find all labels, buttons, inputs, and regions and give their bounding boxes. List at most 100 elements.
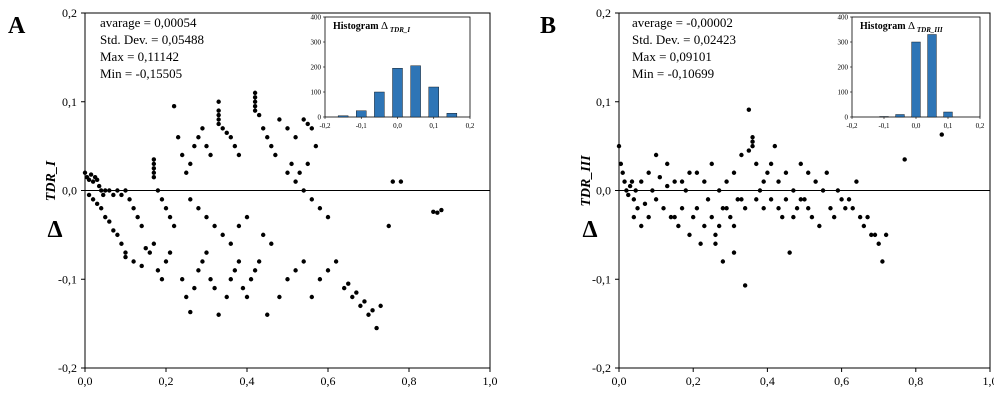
data-point <box>713 241 718 246</box>
data-point <box>90 179 96 184</box>
data-point <box>317 206 323 211</box>
data-point <box>111 192 116 198</box>
data-point <box>872 232 878 238</box>
data-point <box>861 223 867 229</box>
data-point <box>354 290 359 295</box>
y-tick-label: -0,1 <box>592 272 611 286</box>
data-point <box>236 152 242 158</box>
inset-bar <box>446 113 458 118</box>
data-point <box>713 232 718 238</box>
data-point <box>806 170 811 175</box>
data-point <box>252 90 258 96</box>
data-point <box>716 188 722 193</box>
data-point <box>631 197 637 202</box>
data-point <box>646 214 651 220</box>
data-point <box>119 192 124 198</box>
data-point <box>754 197 759 202</box>
data-point <box>728 214 733 220</box>
inset-y-tick-label: 0 <box>318 114 322 122</box>
data-point <box>661 206 666 211</box>
data-point <box>236 259 242 264</box>
data-point <box>772 143 778 149</box>
data-point <box>123 250 128 255</box>
data-point <box>103 214 108 220</box>
data-point <box>86 177 92 183</box>
data-point <box>650 188 655 193</box>
data-point <box>672 179 677 184</box>
data-point <box>88 172 94 177</box>
data-point <box>653 152 659 158</box>
y-axis-label: Δ TDR_III <box>579 155 598 243</box>
data-point <box>131 259 136 264</box>
data-point <box>639 223 644 229</box>
data-point <box>277 294 282 300</box>
data-point <box>96 183 102 189</box>
data-point <box>143 245 148 251</box>
inset-bar <box>879 116 889 118</box>
inset-bar <box>337 115 349 118</box>
data-point <box>716 223 722 229</box>
data-point <box>865 214 870 220</box>
data-point <box>709 161 714 167</box>
data-point <box>309 197 314 202</box>
data-point <box>679 179 685 184</box>
data-point <box>742 206 748 211</box>
inset-x-tick-label: 0,0 <box>393 122 402 130</box>
data-point <box>694 206 700 211</box>
panel-b: B-0,2-0,10,00,10,20,00,20,40,60,81,0ΔTDR… <box>540 6 994 388</box>
inset-bar <box>356 110 367 118</box>
data-point <box>739 197 744 202</box>
data-point <box>683 188 688 193</box>
data-point <box>184 294 189 300</box>
data-point <box>665 183 670 189</box>
x-tick-label: 0,8 <box>402 374 417 388</box>
data-point <box>155 188 161 193</box>
data-point <box>694 170 700 175</box>
y-tick-label: 0,0 <box>62 184 77 198</box>
data-point <box>313 143 319 149</box>
data-point <box>301 117 306 122</box>
data-point <box>216 117 221 122</box>
data-point <box>794 206 800 211</box>
data-point <box>657 174 663 180</box>
inset-y-tick-label: 100 <box>838 89 849 97</box>
y-tick-label: 0,2 <box>62 6 77 20</box>
data-point <box>111 228 116 233</box>
inset-y-tick-label: 300 <box>311 39 322 47</box>
data-point <box>398 179 404 184</box>
data-point <box>629 179 635 184</box>
data-point <box>252 103 258 109</box>
data-point <box>362 299 367 304</box>
data-point <box>705 197 711 202</box>
y-tick-label: -0,2 <box>592 361 611 375</box>
data-point <box>791 188 796 193</box>
data-point <box>101 192 106 198</box>
data-point <box>750 143 755 149</box>
data-point <box>224 294 229 300</box>
data-point <box>256 112 262 118</box>
data-point <box>220 126 225 131</box>
data-point <box>171 223 177 229</box>
data-point <box>216 112 221 118</box>
x-tick-label: 0,4 <box>240 374 255 388</box>
x-tick-label: 1,0 <box>483 374 498 388</box>
data-point <box>216 108 221 113</box>
data-point <box>761 206 766 211</box>
data-point <box>309 294 314 300</box>
data-point <box>216 99 221 104</box>
data-point <box>289 161 294 167</box>
data-point <box>742 283 748 288</box>
data-point <box>94 177 100 183</box>
data-point <box>269 241 274 246</box>
data-point <box>94 201 100 207</box>
data-point <box>435 210 440 215</box>
x-tick-label: 0,8 <box>908 374 923 388</box>
data-point <box>635 206 640 211</box>
stat-line: average = -0,00002 <box>632 15 733 30</box>
data-point <box>301 188 306 193</box>
y-tick-label: 0,1 <box>596 95 611 109</box>
data-point <box>163 206 169 211</box>
data-point <box>754 161 759 167</box>
data-point <box>151 157 157 162</box>
data-point <box>698 241 703 246</box>
